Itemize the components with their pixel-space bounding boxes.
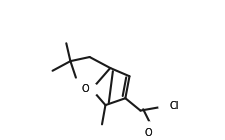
- Text: O: O: [81, 84, 89, 94]
- Text: O: O: [144, 128, 152, 138]
- Text: O: O: [144, 128, 152, 138]
- Text: Cl: Cl: [169, 102, 178, 111]
- Text: Cl: Cl: [169, 102, 178, 111]
- Text: O: O: [81, 84, 89, 94]
